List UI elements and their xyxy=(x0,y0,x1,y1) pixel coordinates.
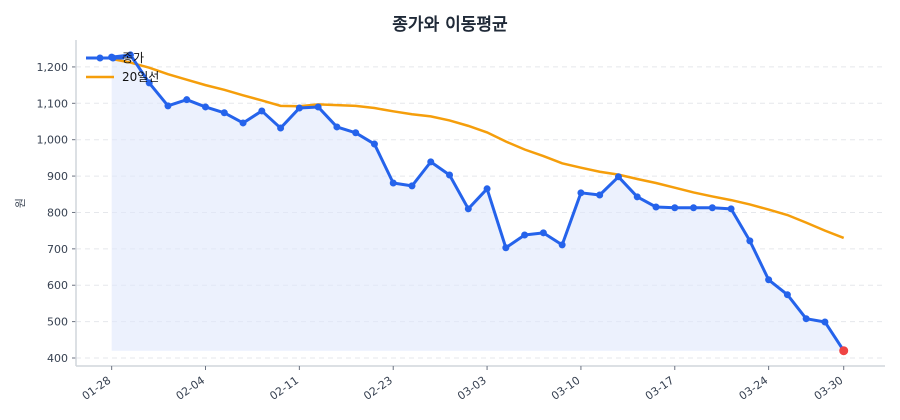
close-point xyxy=(802,315,810,323)
close-point xyxy=(746,237,754,245)
close-point xyxy=(783,291,791,299)
y-tick-label: 1,100 xyxy=(37,97,69,110)
close-point xyxy=(258,107,266,115)
close-point xyxy=(464,205,472,213)
close-point xyxy=(277,124,285,132)
x-tick-label: 03-17 xyxy=(643,374,677,403)
x-tick-label: 03-24 xyxy=(737,374,771,403)
close-point xyxy=(408,182,416,190)
close-point xyxy=(126,51,134,59)
y-tick-label: 400 xyxy=(47,352,68,365)
close-area-fill xyxy=(111,54,844,351)
close-point xyxy=(145,79,153,87)
legend: 종가 20일선 xyxy=(86,51,159,84)
close-point xyxy=(821,318,829,326)
y-axis-label: 원 xyxy=(14,198,27,208)
last-close-point xyxy=(839,346,849,356)
close-point xyxy=(614,173,622,181)
close-point xyxy=(539,229,547,237)
close-point xyxy=(521,231,529,239)
legend-close-marker xyxy=(109,54,117,62)
y-tick-label: 1,200 xyxy=(37,61,69,74)
close-point xyxy=(202,103,210,111)
close-point xyxy=(370,140,378,148)
close-point xyxy=(389,179,397,187)
x-tick-label: 02-04 xyxy=(174,374,208,403)
x-tick-label: 03-10 xyxy=(549,374,583,403)
close-point xyxy=(295,104,303,112)
close-point xyxy=(220,109,228,117)
y-tick-label: 700 xyxy=(47,243,68,256)
close-line xyxy=(111,53,845,352)
legend-close-marker xyxy=(96,54,104,62)
y-tick-label: 900 xyxy=(47,170,68,183)
close-point xyxy=(765,276,773,284)
close-point xyxy=(690,204,698,212)
y-tick-label: 600 xyxy=(47,279,68,292)
close-point xyxy=(314,103,322,111)
legend-label-close: 종가 xyxy=(122,51,144,65)
y-tick-label: 1,000 xyxy=(37,134,69,147)
close-point xyxy=(577,189,585,197)
x-tick-label: 01-28 xyxy=(80,374,114,403)
close-point xyxy=(183,96,191,104)
ma20-line xyxy=(111,57,845,240)
close-point xyxy=(427,158,435,166)
close-point xyxy=(671,204,679,212)
x-tick-label: 03-30 xyxy=(812,374,846,403)
close-point xyxy=(558,241,566,249)
legend-label-ma20: 20일선 xyxy=(122,70,159,84)
x-tick-label: 03-03 xyxy=(455,374,489,403)
close-point xyxy=(239,119,247,127)
close-point xyxy=(596,191,604,199)
x-tick-label: 02-23 xyxy=(361,374,395,403)
close-point xyxy=(333,123,341,131)
x-tick-label: 02-11 xyxy=(267,374,301,403)
close-point xyxy=(352,129,360,137)
y-tick-label: 800 xyxy=(47,206,68,219)
close-point xyxy=(164,102,172,110)
close-point xyxy=(708,204,716,212)
chart-title: 종가와 이동평균 xyxy=(392,15,508,35)
close-point xyxy=(727,205,735,213)
close-point xyxy=(633,193,641,201)
close-point xyxy=(446,171,454,179)
close-point xyxy=(483,185,491,193)
close-point xyxy=(502,244,510,252)
close-point xyxy=(652,203,660,211)
y-tick-label: 500 xyxy=(47,316,68,329)
